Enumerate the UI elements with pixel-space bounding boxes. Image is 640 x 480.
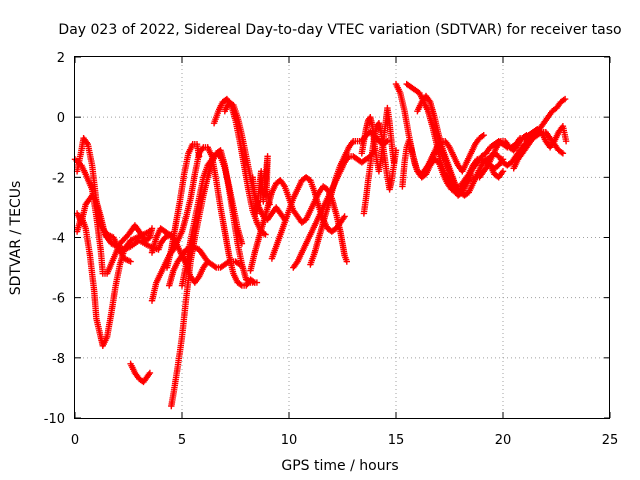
series-track-11	[166, 252, 243, 289]
y-tick-label: -8	[52, 352, 65, 367]
data-point-markers	[148, 144, 258, 304]
x-tick-label: 25	[602, 433, 619, 448]
series-track-4	[127, 360, 154, 386]
x-tick-label: 0	[71, 433, 79, 448]
series-track-8	[163, 141, 203, 271]
data-point-markers	[521, 123, 570, 151]
data-point-markers	[424, 132, 487, 175]
series-track-25	[424, 132, 487, 175]
plot-frame	[74, 56, 610, 419]
data-point-markers	[166, 252, 243, 289]
x-tick-label: 15	[388, 433, 405, 448]
y-tick-label: -10	[44, 412, 65, 427]
data-point-markers	[249, 153, 273, 217]
data-point-markers	[510, 95, 569, 172]
y-tick-label: -2	[52, 171, 65, 186]
y-tick-label: 0	[57, 111, 65, 126]
series-track-7	[148, 144, 258, 304]
series-track-14	[249, 153, 273, 217]
series-track-10	[178, 147, 261, 289]
data-point-markers	[163, 141, 203, 271]
series-track-27	[510, 95, 569, 172]
chart-title: Day 023 of 2022, Sidereal Day-to-day VTE…	[58, 22, 621, 38]
data-point-markers	[127, 360, 154, 386]
series-track-20	[358, 104, 398, 175]
series-track-5	[73, 192, 175, 253]
x-axis-label: GPS time / hours	[281, 458, 398, 474]
y-tick-label: -4	[52, 232, 65, 247]
y-axis-label: SDTVAR / TECUs	[8, 181, 24, 296]
y-tick-label: -6	[52, 292, 65, 307]
data-point-markers	[358, 104, 398, 175]
x-tick-label: 10	[281, 433, 298, 448]
data-point-markers	[307, 129, 391, 268]
x-tick-label: 20	[495, 433, 512, 448]
x-tick-label: 5	[178, 433, 186, 448]
data-point-markers	[178, 147, 261, 289]
series-track-18	[307, 129, 391, 268]
data-point-markers	[73, 192, 175, 253]
series-track-28	[521, 123, 570, 151]
data-points	[71, 80, 570, 410]
y-tick-label: 2	[57, 51, 65, 66]
